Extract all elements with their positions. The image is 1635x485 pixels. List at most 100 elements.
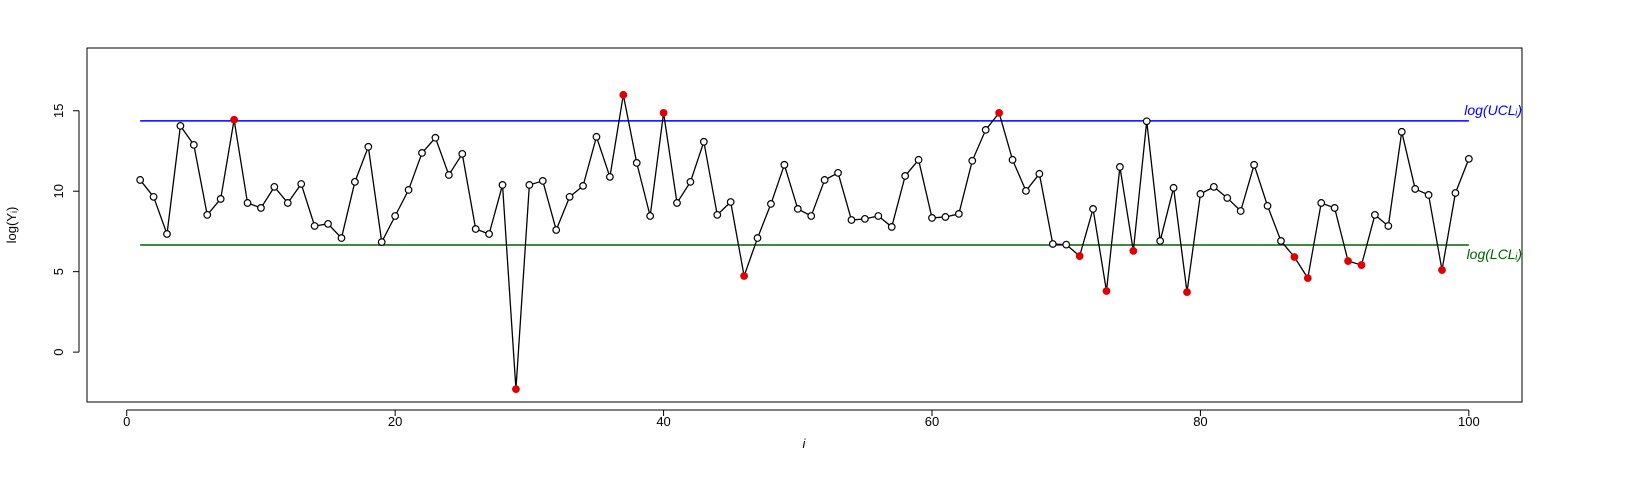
data-point <box>1223 194 1232 202</box>
out-of-control-point <box>512 385 520 394</box>
series-line <box>139 94 1470 390</box>
data-point <box>1277 237 1285 245</box>
data-point <box>1156 237 1165 245</box>
data-point <box>283 199 292 207</box>
data-point <box>1263 201 1272 210</box>
data-point <box>458 149 467 158</box>
data-point <box>847 216 856 224</box>
data-point <box>807 212 816 220</box>
data-point <box>243 199 252 207</box>
data-point <box>1048 240 1057 248</box>
data-point <box>1115 163 1124 171</box>
data-point <box>579 181 587 190</box>
limit-label: log(LCLᵢ) <box>1467 246 1522 262</box>
data-point <box>324 219 332 228</box>
data-point <box>605 172 614 181</box>
data-point <box>632 158 641 167</box>
data-point <box>820 176 829 184</box>
data-point <box>189 140 198 149</box>
data-point <box>404 186 413 194</box>
data-point <box>297 180 306 188</box>
y-tick-label: 5 <box>51 268 66 275</box>
data-point <box>1209 182 1218 191</box>
y-axis-label: log(Yᵢ) <box>4 207 19 244</box>
data-point <box>364 142 373 151</box>
data-point <box>1062 240 1071 249</box>
data-point <box>673 199 681 207</box>
data-point <box>1022 186 1030 195</box>
out-of-control-point <box>1129 247 1138 255</box>
data-point <box>874 212 883 220</box>
out-of-control-point <box>1438 266 1446 274</box>
x-tick-label: 40 <box>656 414 670 429</box>
data-point <box>887 223 896 231</box>
data-point <box>1035 169 1044 178</box>
data-point <box>1411 185 1420 193</box>
data-point <box>1196 190 1205 198</box>
out-of-control-point <box>1102 287 1111 295</box>
data-point <box>1169 183 1178 192</box>
out-of-control-point <box>1183 288 1191 296</box>
data-point <box>270 182 279 191</box>
data-point <box>954 209 963 218</box>
out-of-control-point <box>1357 261 1366 269</box>
data-point <box>176 121 185 130</box>
data-point <box>310 222 319 230</box>
data-point <box>444 171 453 179</box>
data-point <box>1142 117 1151 126</box>
out-of-control-point <box>230 115 238 124</box>
data-point <box>646 212 655 220</box>
data-point <box>136 176 145 184</box>
data-point <box>1384 222 1393 230</box>
data-point <box>901 172 910 180</box>
out-of-control-point <box>659 108 668 117</box>
data-point <box>1424 191 1433 199</box>
data-point <box>216 195 225 203</box>
out-of-control-point <box>740 272 749 280</box>
out-of-control-point <box>995 108 1004 117</box>
x-axis-label: i <box>803 436 807 451</box>
data-point <box>968 156 977 165</box>
y-tick-label: 15 <box>51 104 66 118</box>
data-point <box>337 234 346 242</box>
x-tick-label: 60 <box>925 414 939 429</box>
data-point <box>525 181 534 189</box>
y-tick-label: 10 <box>51 184 66 198</box>
x-tick-label: 100 <box>1458 414 1480 429</box>
out-of-control-point <box>1075 252 1084 260</box>
data-point <box>431 133 440 142</box>
x-tick-label: 0 <box>123 414 130 429</box>
data-point <box>565 192 574 201</box>
data-point <box>1089 205 1097 213</box>
data-point <box>498 181 507 189</box>
data-point <box>391 212 400 220</box>
data-point <box>350 177 359 186</box>
data-point <box>1236 207 1245 215</box>
data-point <box>471 225 480 233</box>
x-tick-label: 80 <box>1193 414 1207 429</box>
data-point <box>860 214 869 223</box>
out-of-control-point <box>619 90 628 99</box>
data-point <box>767 200 775 208</box>
data-point <box>485 230 494 238</box>
data-point <box>1250 160 1259 169</box>
data-point <box>552 226 561 234</box>
data-point <box>1330 204 1339 212</box>
data-point <box>257 204 265 212</box>
data-point <box>793 205 802 213</box>
data-point <box>1464 154 1473 163</box>
data-point <box>1397 127 1406 136</box>
data-point <box>713 210 722 219</box>
data-point <box>753 234 762 242</box>
out-of-control-point <box>1344 257 1352 265</box>
data-point <box>203 210 212 219</box>
data-point <box>149 192 158 201</box>
data-point <box>1317 199 1326 207</box>
data-point <box>1451 189 1460 197</box>
data-point <box>538 177 547 185</box>
data-point <box>592 132 601 141</box>
data-point <box>686 177 695 186</box>
data-point <box>941 213 950 221</box>
data-point <box>163 230 171 238</box>
